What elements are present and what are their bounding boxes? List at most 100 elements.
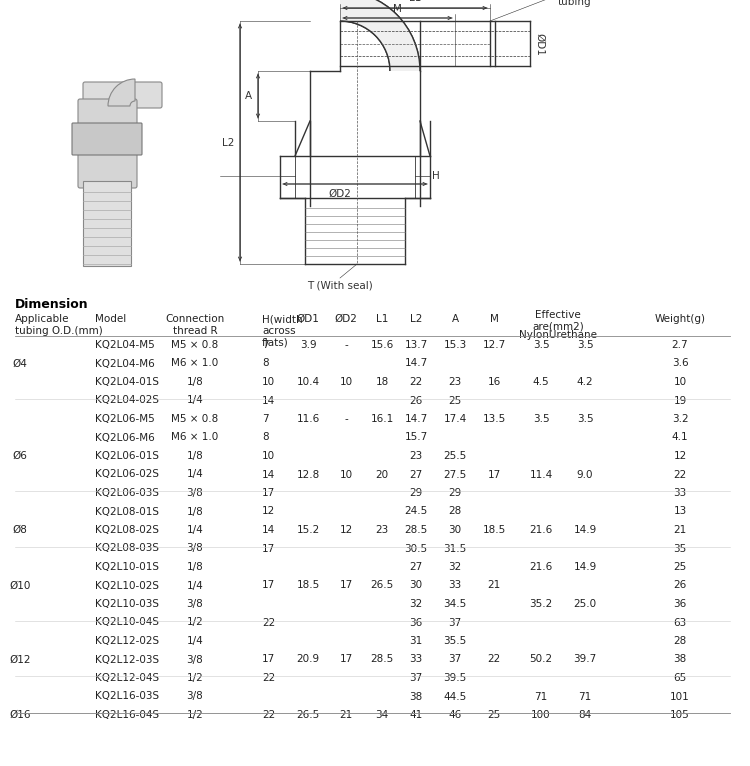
Text: 26: 26 xyxy=(410,395,423,405)
Text: 27: 27 xyxy=(410,562,423,572)
Text: 1/8: 1/8 xyxy=(187,377,203,387)
Text: 21.6: 21.6 xyxy=(530,525,553,535)
Text: 12: 12 xyxy=(674,451,687,461)
Text: 15.3: 15.3 xyxy=(443,340,466,350)
Text: H: H xyxy=(432,171,439,181)
Text: 84: 84 xyxy=(578,710,592,720)
Text: 1/2: 1/2 xyxy=(187,710,203,720)
Text: 17.4: 17.4 xyxy=(443,414,466,424)
Text: 35.2: 35.2 xyxy=(530,599,553,609)
Text: -: - xyxy=(344,414,348,424)
Text: KQ2L04-M5: KQ2L04-M5 xyxy=(95,340,154,350)
Text: M: M xyxy=(392,4,401,14)
Text: Ø12: Ø12 xyxy=(9,654,31,664)
Text: 24.5: 24.5 xyxy=(404,506,427,516)
Text: KQ2L08-02S: KQ2L08-02S xyxy=(95,525,159,535)
Text: 1/4: 1/4 xyxy=(187,470,203,480)
Text: ØD1: ØD1 xyxy=(296,314,320,324)
Text: KQ2L08-03S: KQ2L08-03S xyxy=(95,544,159,554)
Text: 17: 17 xyxy=(339,581,352,591)
Text: 100: 100 xyxy=(531,710,550,720)
Text: 14.9: 14.9 xyxy=(573,525,597,535)
Text: L2: L2 xyxy=(410,314,422,324)
Text: 1/8: 1/8 xyxy=(187,562,203,572)
Text: 71: 71 xyxy=(534,692,548,702)
Text: 17: 17 xyxy=(488,470,501,480)
Text: 3.5: 3.5 xyxy=(532,414,549,424)
Text: 1/8: 1/8 xyxy=(187,451,203,461)
Text: 65: 65 xyxy=(674,673,687,683)
Text: 21: 21 xyxy=(339,710,352,720)
Text: 3.6: 3.6 xyxy=(672,358,688,368)
Text: 3.5: 3.5 xyxy=(577,414,593,424)
Text: H(width
across
flats): H(width across flats) xyxy=(262,314,302,347)
Text: 31: 31 xyxy=(410,636,423,646)
Text: 12: 12 xyxy=(339,525,352,535)
Text: KQ2L06-02S: KQ2L06-02S xyxy=(95,470,159,480)
Text: Ø10: Ø10 xyxy=(9,581,31,591)
Text: 28.5: 28.5 xyxy=(370,654,394,664)
Text: Ø8: Ø8 xyxy=(13,525,28,535)
Text: KQ2L06-03S: KQ2L06-03S xyxy=(95,488,159,498)
Text: 14.7: 14.7 xyxy=(404,414,427,424)
Text: 25: 25 xyxy=(674,562,687,572)
Text: 1/8: 1/8 xyxy=(187,506,203,516)
Text: 9.0: 9.0 xyxy=(577,470,593,480)
Text: 50.2: 50.2 xyxy=(530,654,553,664)
Text: 8: 8 xyxy=(262,358,268,368)
Text: 1/2: 1/2 xyxy=(187,617,203,627)
Text: 3/8: 3/8 xyxy=(187,654,203,664)
Text: KQ2L10-02S: KQ2L10-02S xyxy=(95,581,159,591)
Text: 44.5: 44.5 xyxy=(443,692,466,702)
Text: 3.5: 3.5 xyxy=(577,340,593,350)
Text: KQ2L06-M5: KQ2L06-M5 xyxy=(95,414,154,424)
Text: 3/8: 3/8 xyxy=(187,692,203,702)
Text: 15.2: 15.2 xyxy=(296,525,320,535)
Text: 28: 28 xyxy=(448,506,461,516)
Text: 25.5: 25.5 xyxy=(443,451,466,461)
Text: 37: 37 xyxy=(448,617,461,627)
Text: 3.5: 3.5 xyxy=(532,340,549,350)
Text: 10: 10 xyxy=(340,470,352,480)
Text: 12.8: 12.8 xyxy=(296,470,320,480)
Text: 14.7: 14.7 xyxy=(404,358,427,368)
Text: L1: L1 xyxy=(409,0,422,3)
Text: 17: 17 xyxy=(262,654,275,664)
Text: 18: 18 xyxy=(375,377,388,387)
Text: 29: 29 xyxy=(410,488,423,498)
Text: 22: 22 xyxy=(488,654,501,664)
Text: KQ2L12-03S: KQ2L12-03S xyxy=(95,654,159,664)
Text: 33: 33 xyxy=(410,654,423,664)
Text: 26: 26 xyxy=(674,581,687,591)
Text: 23: 23 xyxy=(410,451,423,461)
Text: 2.7: 2.7 xyxy=(672,340,688,350)
Text: T (With seal): T (With seal) xyxy=(308,281,373,291)
Text: 4.1: 4.1 xyxy=(672,433,688,443)
Text: 31.5: 31.5 xyxy=(443,544,466,554)
Text: 10: 10 xyxy=(262,451,275,461)
Text: Connection
thread R: Connection thread R xyxy=(165,314,225,336)
Text: KQ2L16-04S: KQ2L16-04S xyxy=(95,710,159,720)
Text: 1/4: 1/4 xyxy=(187,525,203,535)
Text: KQ2L12-04S: KQ2L12-04S xyxy=(95,673,159,683)
Text: KQ2L10-01S: KQ2L10-01S xyxy=(95,562,159,572)
Text: 7: 7 xyxy=(262,340,268,350)
Text: L2: L2 xyxy=(222,138,234,148)
Text: 21.6: 21.6 xyxy=(530,562,553,572)
Text: 27: 27 xyxy=(410,470,423,480)
Text: KQ2L04-02S: KQ2L04-02S xyxy=(95,395,159,405)
Text: 3/8: 3/8 xyxy=(187,488,203,498)
Text: KQ2L10-03S: KQ2L10-03S xyxy=(95,599,159,609)
Text: 17: 17 xyxy=(339,654,352,664)
Text: 20.9: 20.9 xyxy=(296,654,320,664)
Text: 10: 10 xyxy=(262,377,275,387)
Text: 32: 32 xyxy=(410,599,423,609)
Text: 15.7: 15.7 xyxy=(404,433,427,443)
Text: 17: 17 xyxy=(262,544,275,554)
Text: 36: 36 xyxy=(674,599,687,609)
Text: A: A xyxy=(244,91,252,101)
Text: Ø16: Ø16 xyxy=(9,710,31,720)
Text: 17: 17 xyxy=(262,488,275,498)
Wedge shape xyxy=(108,79,135,106)
Text: Weight(g): Weight(g) xyxy=(655,314,706,324)
